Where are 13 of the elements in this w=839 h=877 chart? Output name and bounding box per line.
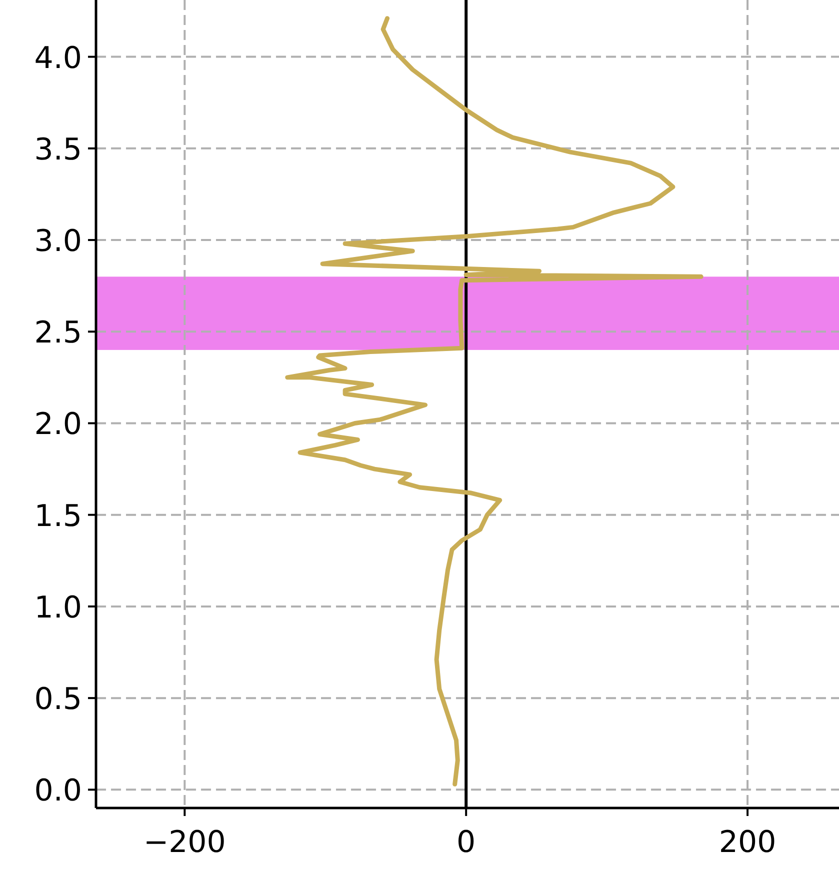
y-tick-label: 4.0 [34,40,82,76]
x-tick-label: 0 [456,825,476,860]
y-tick-label: 3.5 [34,132,82,168]
y-tick-label: 2.5 [34,316,82,351]
y-tick-label: 0.5 [34,682,82,718]
x-tick-label: 200 [718,825,776,860]
y-tick-label: 0.0 [34,774,82,809]
y-tick-label: 2.0 [34,407,82,442]
x-tick-label: −200 [143,825,226,860]
y-tick-label: 3.0 [34,224,82,260]
y-tick-label: 1.0 [34,590,82,626]
y-tick-label: 1.5 [34,498,82,534]
line-series [285,16,704,786]
